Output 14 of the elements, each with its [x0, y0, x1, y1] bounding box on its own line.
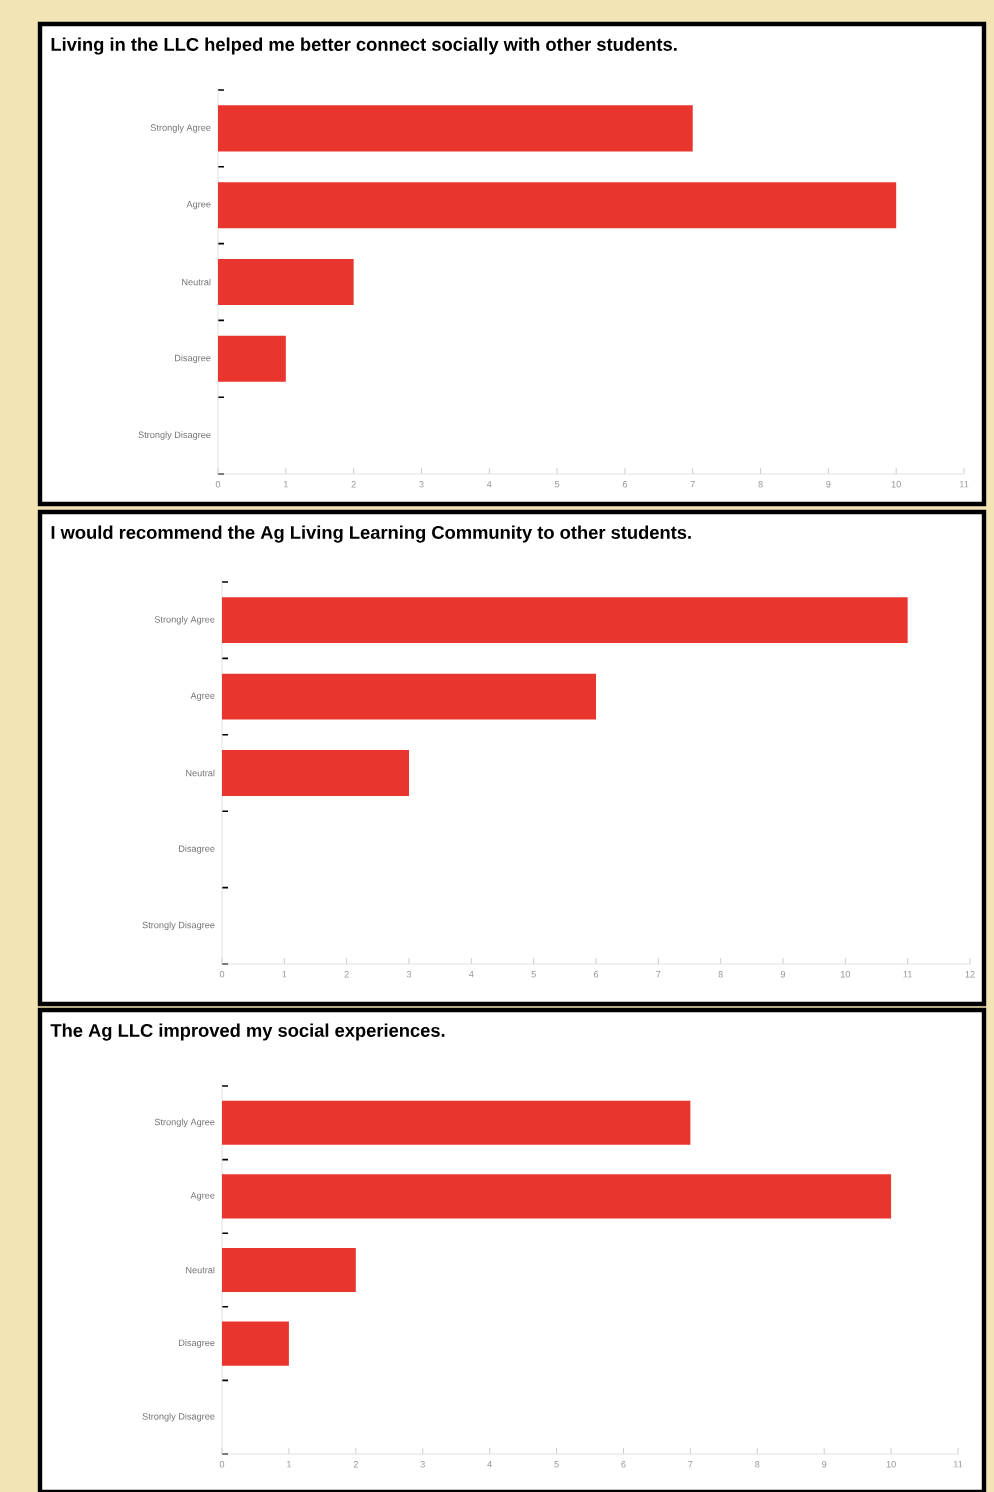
bar: [222, 597, 908, 644]
bar: [222, 750, 409, 796]
chart-title: Living in the LLC helped me better connect socially with other students.: [51, 37, 677, 55]
bar: [218, 258, 354, 306]
bar: [218, 105, 693, 152]
bar: [222, 1100, 691, 1145]
bar: [222, 1247, 356, 1293]
chart-title: I would recommend the Ag Living Learning Community to other students.: [51, 525, 691, 543]
bar: [218, 182, 897, 229]
bar: [218, 335, 286, 382]
bar: [222, 1321, 289, 1366]
bar: [222, 1174, 892, 1219]
bar: [222, 673, 596, 720]
chart-title: The Ag LLC improved my social experiences.: [50, 1023, 445, 1041]
